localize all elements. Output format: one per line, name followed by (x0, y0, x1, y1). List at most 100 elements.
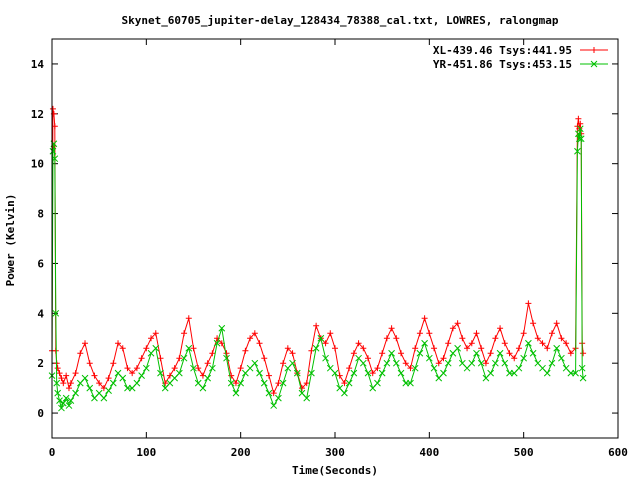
data-point (133, 379, 141, 387)
y-axis-label: Power (Kelvin) (4, 194, 17, 287)
series-2 (48, 125, 587, 412)
y-tick-label: 12 (31, 108, 44, 121)
x-tick-label: 500 (514, 446, 534, 459)
plot-frame (51, 38, 619, 439)
data-point (364, 369, 372, 377)
data-point (421, 339, 428, 347)
data-point (119, 345, 126, 352)
data-point (482, 360, 489, 367)
data-point (506, 369, 513, 377)
data-point (407, 365, 414, 372)
legend-label: YR-451.86 Tsys:453.15 (433, 58, 572, 71)
data-point (359, 359, 367, 367)
data-point (58, 375, 65, 382)
data-point (62, 394, 70, 402)
data-point (109, 379, 117, 387)
data-point (577, 135, 585, 143)
data-point (440, 369, 447, 377)
data-point (185, 315, 192, 322)
y-tick-label: 6 (37, 257, 44, 270)
data-point (91, 372, 98, 379)
data-point (232, 380, 239, 387)
data-point (175, 369, 183, 377)
data-point (477, 359, 485, 367)
data-point (133, 365, 140, 372)
data-point (577, 120, 584, 127)
data-point (265, 389, 273, 397)
data-point (350, 350, 357, 357)
data-point (378, 369, 386, 377)
data-point (298, 385, 305, 392)
data-point (487, 369, 495, 377)
data-point (209, 364, 216, 372)
data-point (388, 325, 395, 332)
data-point (251, 359, 259, 367)
data-point (237, 379, 245, 387)
data-point (487, 350, 494, 357)
data-point (558, 335, 565, 342)
data-point (100, 394, 108, 402)
data-point (464, 345, 471, 352)
data-point (270, 402, 278, 409)
data-point (322, 354, 329, 362)
y-tick-label: 4 (37, 307, 44, 320)
data-point (312, 344, 320, 352)
data-point (530, 320, 537, 327)
data-point (575, 135, 583, 143)
data-point (402, 379, 410, 387)
data-point (365, 355, 372, 362)
data-point (280, 360, 287, 367)
data-point (247, 335, 254, 342)
data-point (454, 320, 461, 327)
data-point (454, 344, 461, 352)
data-point (157, 355, 164, 362)
data-point (398, 350, 405, 357)
data-point (52, 309, 60, 317)
data-point (313, 322, 320, 329)
data-point (51, 155, 59, 163)
data-point (445, 340, 452, 347)
data-point (129, 370, 136, 377)
data-point (345, 379, 353, 387)
data-point (72, 389, 79, 397)
data-point (232, 389, 240, 397)
data-point (539, 340, 546, 347)
data-point (578, 364, 586, 372)
data-point (534, 335, 541, 342)
data-point (289, 350, 296, 357)
data-point (199, 384, 207, 392)
data-point (227, 379, 235, 387)
data-point (553, 320, 560, 327)
data-point (54, 389, 62, 397)
data-point (77, 350, 84, 357)
data-point (317, 334, 325, 342)
data-point (548, 359, 556, 367)
data-point (435, 360, 442, 367)
data-point (416, 349, 424, 357)
data-point (138, 372, 145, 380)
data-point (331, 369, 339, 377)
data-point (237, 365, 244, 372)
data-point (431, 345, 438, 352)
data-point (567, 369, 575, 377)
data-point (548, 330, 555, 337)
data-point (374, 379, 381, 387)
data-point (468, 359, 476, 367)
data-point (407, 379, 414, 387)
data-point (105, 387, 112, 394)
data-point (56, 370, 63, 377)
x-tick-label: 200 (231, 446, 251, 459)
data-point (152, 330, 159, 337)
x-tick-label: 0 (49, 446, 56, 459)
data-point (171, 365, 178, 372)
data-point (558, 354, 565, 362)
data-point (393, 335, 400, 342)
data-point (576, 125, 583, 132)
series-line (51, 108, 584, 395)
data-point (115, 340, 122, 347)
data-point (576, 125, 584, 133)
y-tick-label: 8 (37, 208, 44, 221)
data-point (525, 339, 532, 347)
data-point (209, 350, 216, 357)
data-point (572, 369, 579, 377)
